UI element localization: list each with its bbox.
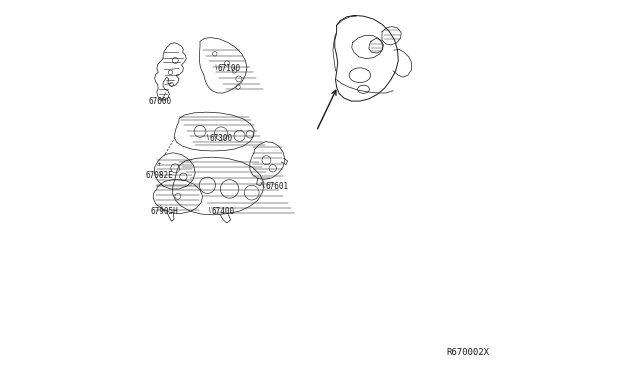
Text: 67300: 67300: [209, 134, 232, 143]
Text: 67600: 67600: [148, 97, 172, 106]
Text: 67601: 67601: [266, 182, 289, 191]
Text: 67100: 67100: [218, 64, 241, 73]
Text: 67400: 67400: [211, 207, 234, 217]
Text: 67905H: 67905H: [151, 206, 179, 216]
Text: R670002X: R670002X: [447, 347, 490, 357]
Text: 67082E: 67082E: [146, 171, 173, 180]
